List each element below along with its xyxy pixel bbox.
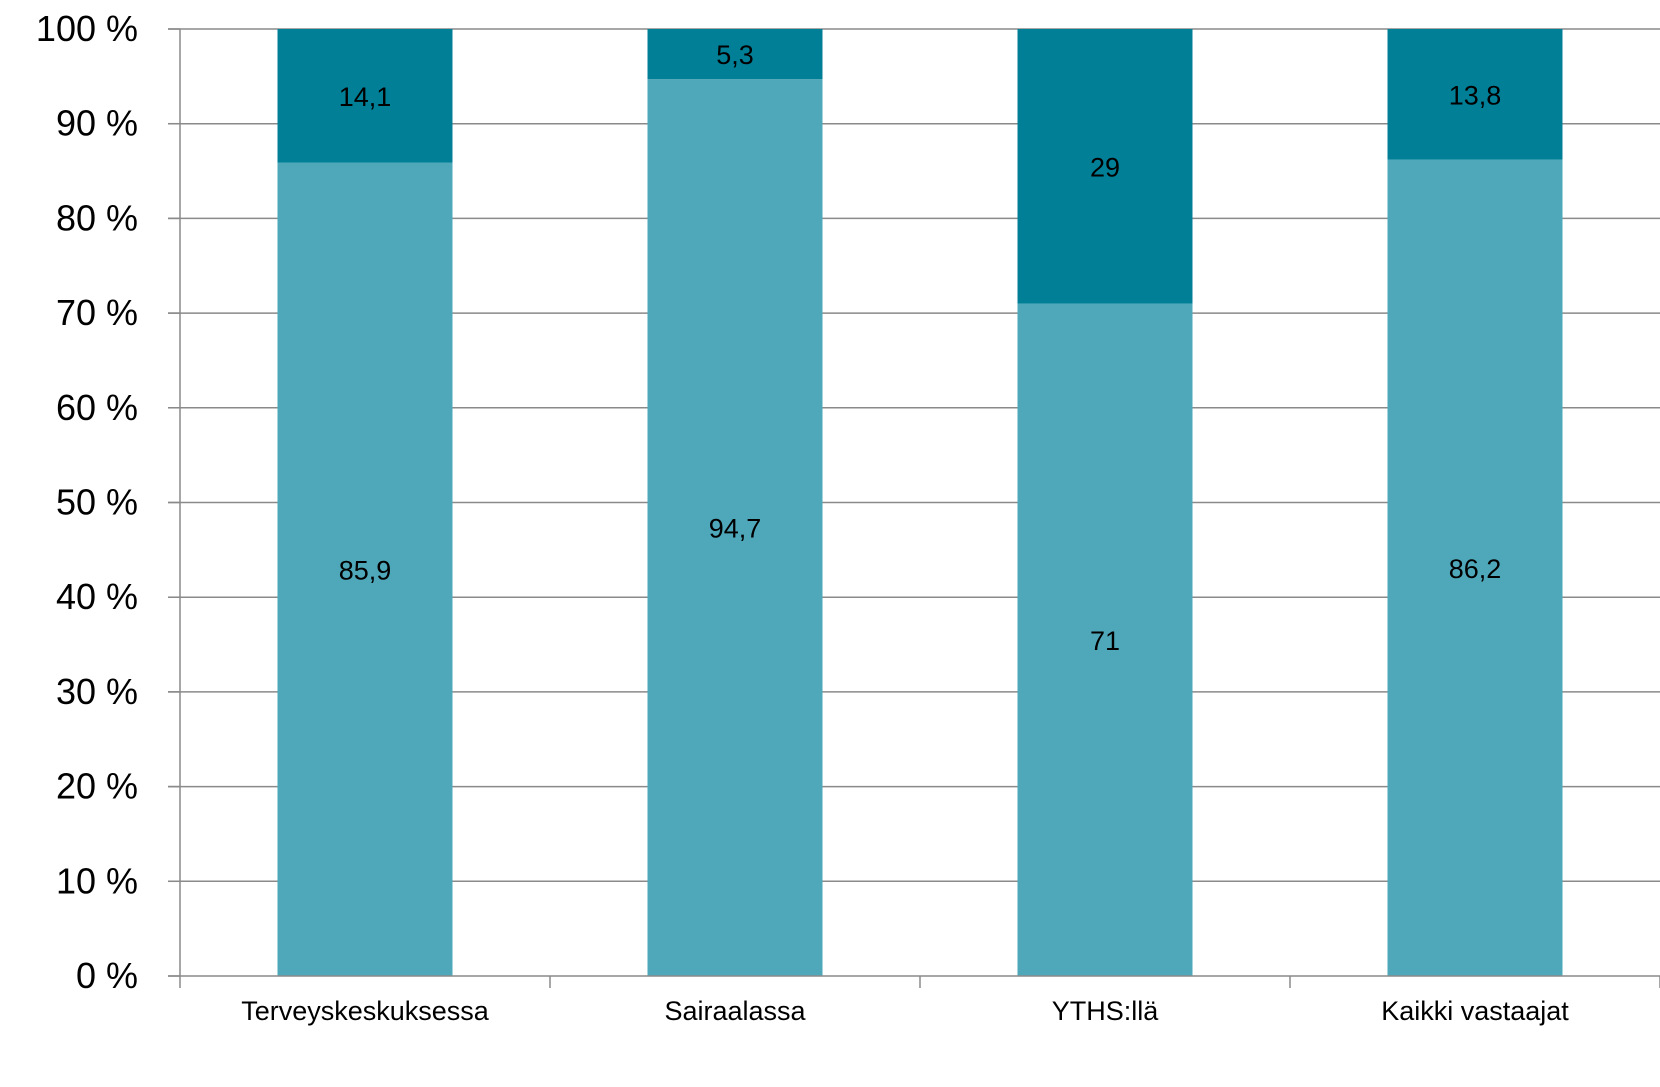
bar-segment-2 <box>647 29 823 80</box>
bar-segment-2 <box>1387 29 1563 160</box>
x-tick-label: Kaikki vastaajat <box>1381 996 1569 1026</box>
data-label: 86,2 <box>1449 554 1502 584</box>
data-label: 5,3 <box>716 40 754 70</box>
data-label: 71 <box>1090 626 1120 656</box>
y-tick-label: 10 % <box>56 860 138 901</box>
x-tick-label: Sairaalassa <box>664 996 806 1026</box>
y-tick-label: 30 % <box>56 671 138 712</box>
bar-segment-1 <box>1387 159 1563 976</box>
y-tick-label: 60 % <box>56 387 138 428</box>
data-label: 14,1 <box>339 82 392 112</box>
x-tick-label: YTHS:llä <box>1052 996 1160 1026</box>
y-tick-label: 80 % <box>56 197 138 238</box>
y-tick-label: 40 % <box>56 576 138 617</box>
bar-segment-1 <box>647 79 823 977</box>
y-tick-label: 70 % <box>56 292 138 333</box>
y-tick-label: 0 % <box>76 955 138 996</box>
y-tick-label: 50 % <box>56 482 138 523</box>
x-tick-labels: Terveyskeskuksessa Sairaalassa YTHS:llä Kai… <box>241 996 1569 1026</box>
bar-segment-2 <box>1017 29 1193 304</box>
bar-segment-1 <box>1017 303 1193 976</box>
axes <box>168 28 1660 988</box>
data-label: 29 <box>1090 152 1120 182</box>
y-tick-label: 20 % <box>56 766 138 807</box>
data-label: 94,7 <box>709 514 762 544</box>
bars <box>277 29 1563 977</box>
data-labels: 85,9 14,1 94,7 5,3 71 29 86,2 13,8 <box>339 40 1502 656</box>
y-tick-label: 90 % <box>56 103 138 144</box>
bar-segment-1 <box>277 162 453 977</box>
data-label: 85,9 <box>339 555 392 585</box>
y-tick-label: 100 % <box>36 8 138 49</box>
x-tick-label: Terveyskeskuksessa <box>241 996 490 1026</box>
data-label: 13,8 <box>1449 80 1502 110</box>
y-tick-labels: 0 % 10 % 20 % 30 % 40 % 50 % 60 % 70 % 80 % 90 % 1… <box>36 8 138 996</box>
bar-segment-2 <box>277 29 453 163</box>
